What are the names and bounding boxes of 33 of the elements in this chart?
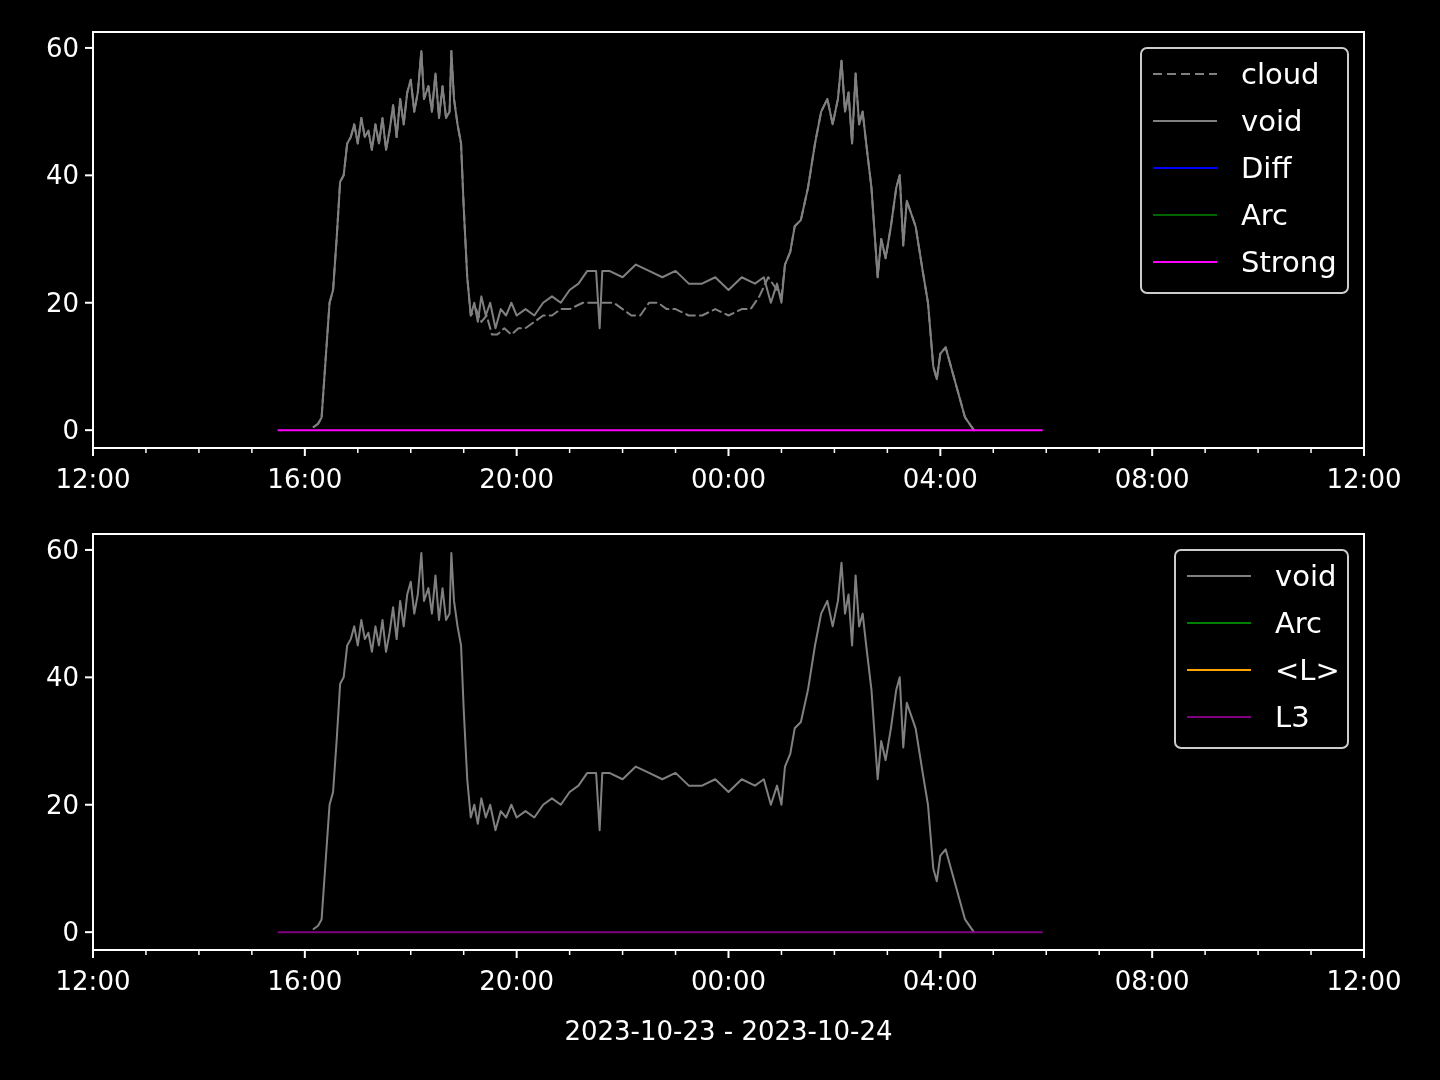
x-tick-label: 12:00: [55, 966, 131, 996]
y-tick-label: 60: [45, 33, 79, 64]
line-series: [312, 552, 975, 934]
y-tick-label: 0: [62, 415, 79, 446]
legend-label: cloud: [1241, 57, 1320, 91]
y-tick-label: 40: [45, 160, 79, 191]
y-tick-label: 20: [45, 287, 79, 318]
x-tick-label: 08:00: [1114, 966, 1190, 996]
legend-label: L3: [1275, 700, 1310, 734]
x-tick-label: 04:00: [902, 966, 978, 996]
legend-label: void: [1275, 559, 1337, 593]
x-tick-label: 16:00: [267, 464, 343, 494]
legend-label: Arc: [1241, 198, 1289, 232]
y-tick-label: 0: [62, 917, 79, 948]
legend-label: Arc: [1275, 606, 1323, 640]
x-tick-label: 04:00: [902, 464, 978, 494]
x-tick-label: 08:00: [1114, 464, 1190, 494]
x-tick-label: 00:00: [691, 966, 766, 996]
legend-label: void: [1241, 104, 1303, 138]
y-tick-label: 60: [45, 535, 79, 566]
y-tick-label: 20: [45, 789, 79, 820]
x-tick-label: 12:00: [1326, 966, 1402, 996]
y-tick-label: 40: [45, 662, 79, 693]
legend-label: Diff: [1241, 151, 1293, 185]
legend-label: Strong: [1241, 245, 1337, 279]
x-tick-label: 20:00: [479, 966, 555, 996]
x-tick-label: 20:00: [479, 464, 555, 494]
legend-label: <L>: [1275, 653, 1340, 687]
x-tick-label: 12:00: [55, 464, 131, 494]
x-tick-label: 00:00: [691, 464, 766, 494]
x-tick-label: 12:00: [1326, 464, 1402, 494]
x-tick-label: 16:00: [267, 966, 343, 996]
x-axis-title: 2023-10-23 - 2023-10-24: [564, 1016, 893, 1046]
